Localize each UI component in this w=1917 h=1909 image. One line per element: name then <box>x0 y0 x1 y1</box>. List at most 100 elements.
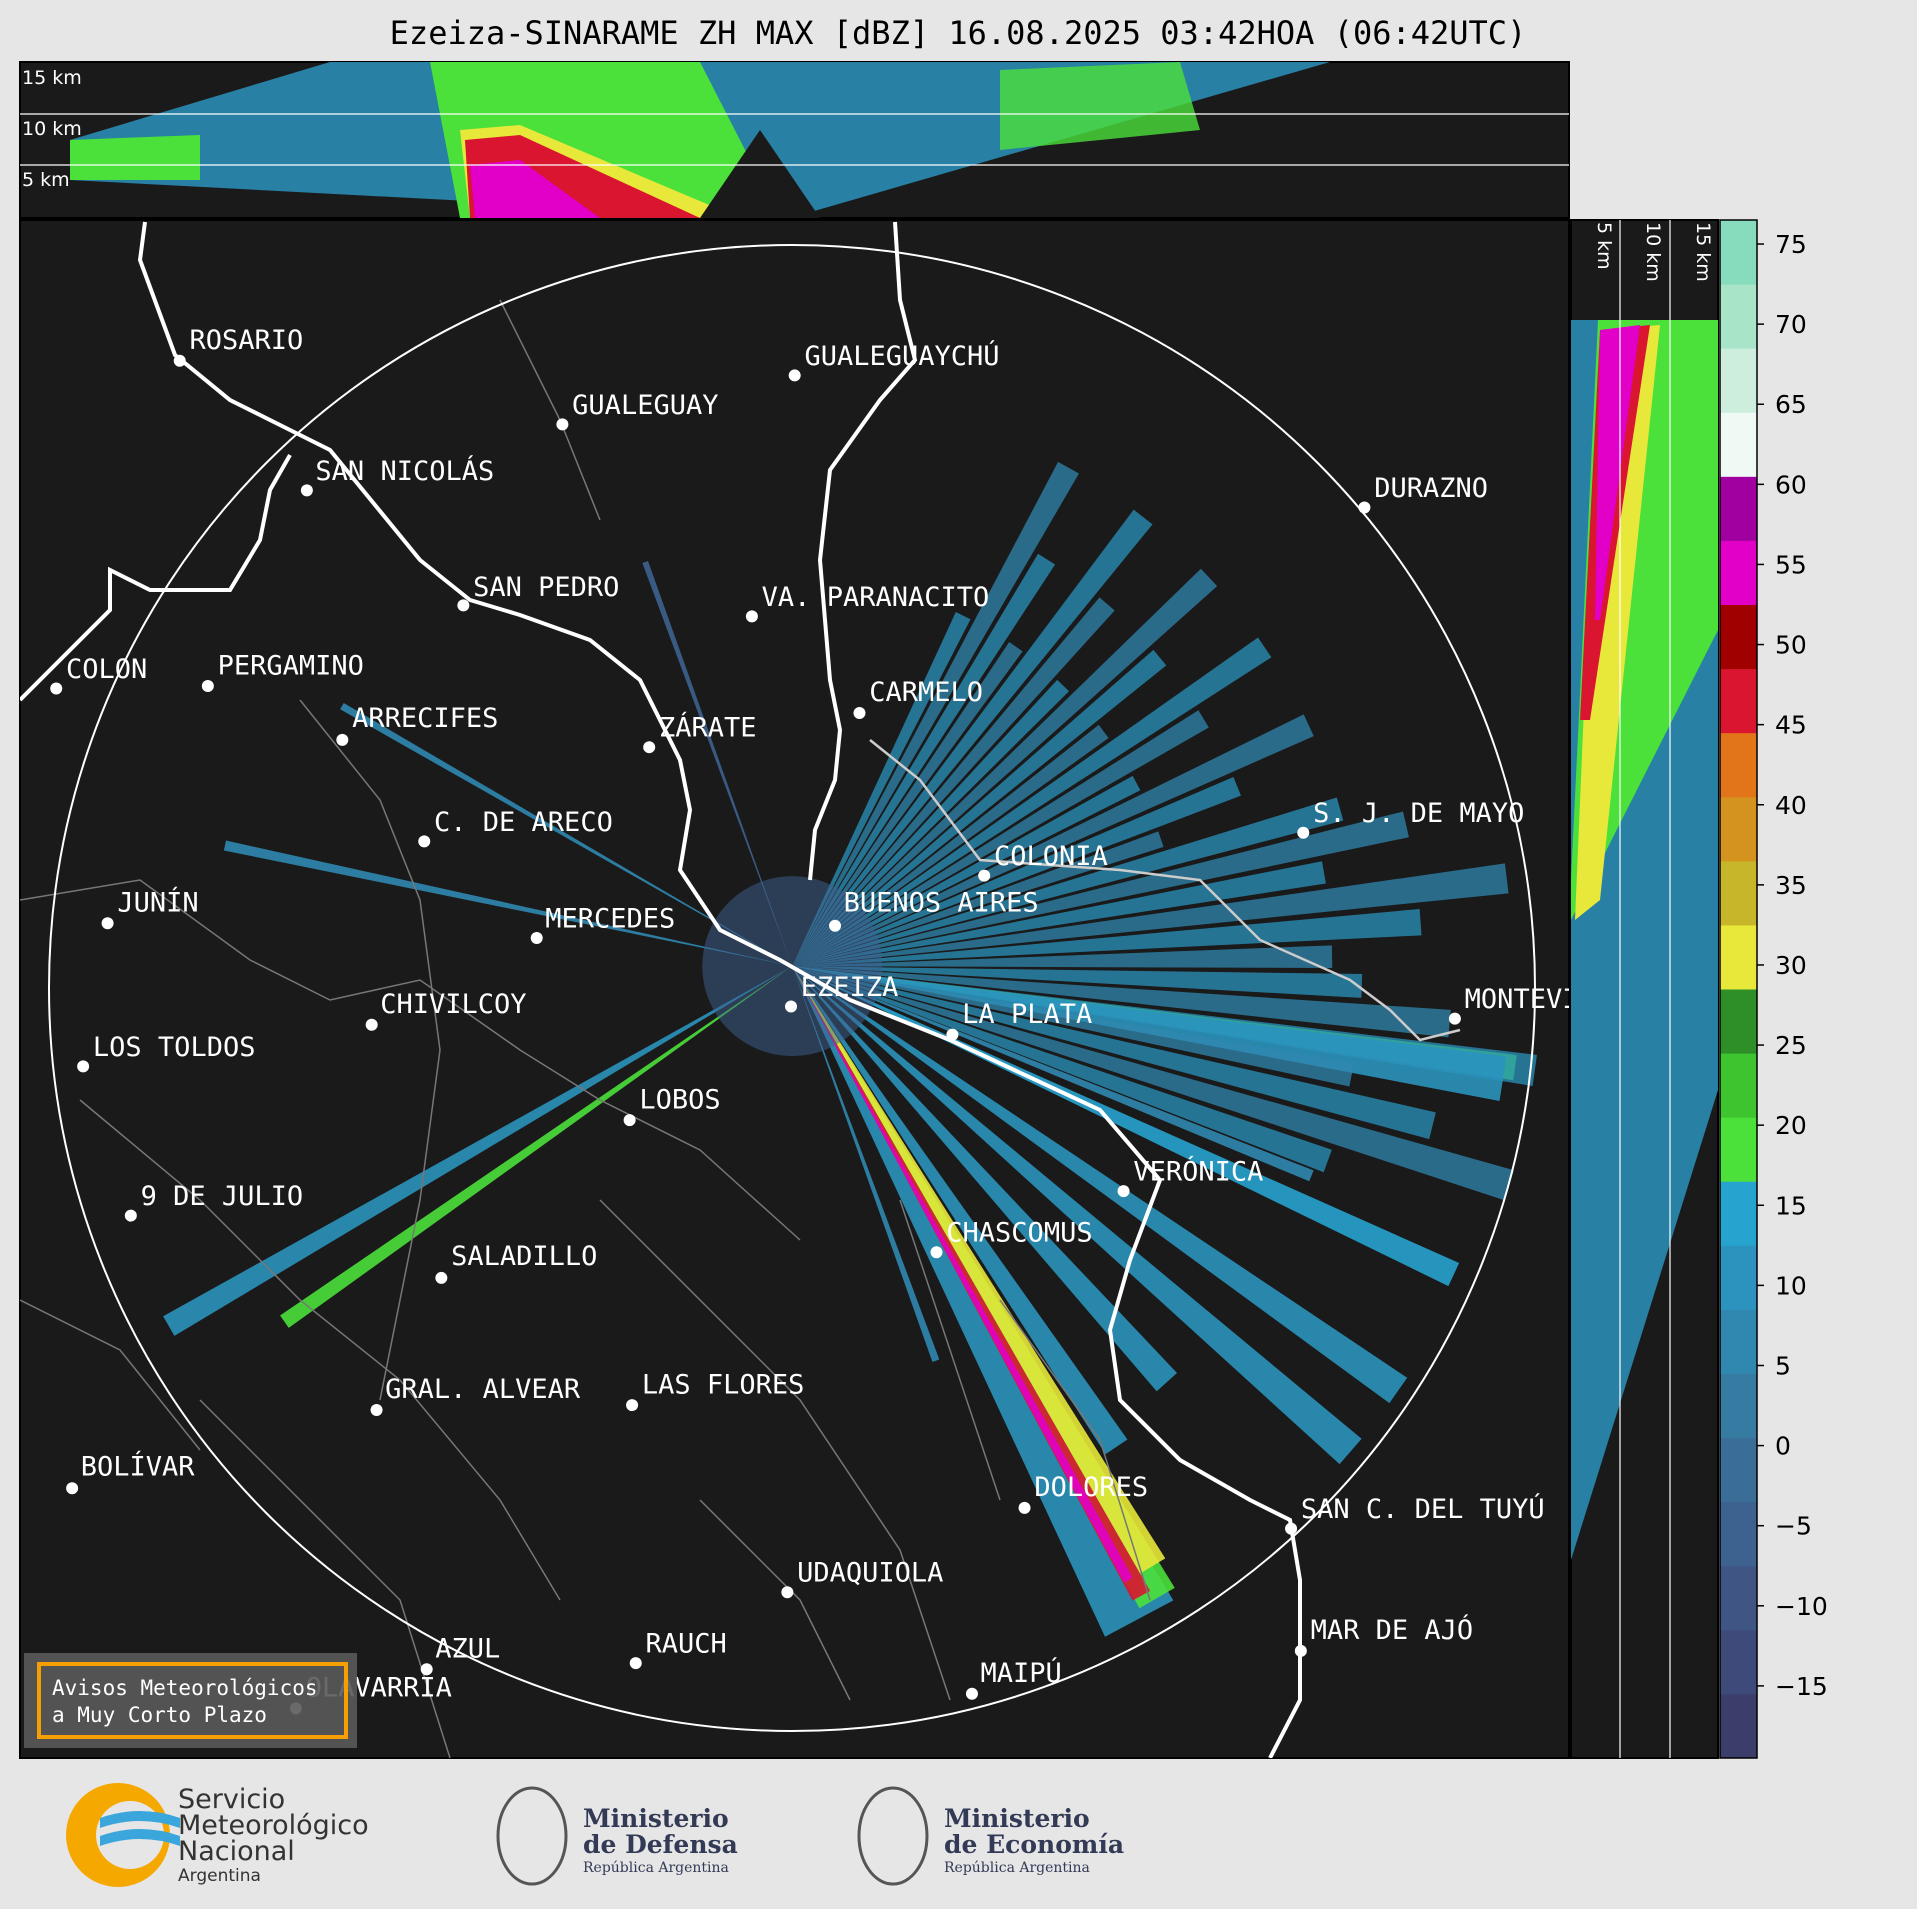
city-dot <box>629 1657 642 1670</box>
map-lines <box>20 221 1461 1758</box>
echo-wedge <box>792 966 1133 1583</box>
logos: Servicio Meteorológico Nacional Argentin… <box>66 1783 1124 1887</box>
city-dot <box>1358 501 1371 514</box>
colorbar-tick-label: 65 <box>1775 390 1807 419</box>
echo-wedge <box>792 966 1354 1087</box>
colorbar-tick-label: 55 <box>1775 550 1807 579</box>
echo-wedge <box>792 966 1151 1601</box>
colorbar-band <box>1720 412 1757 477</box>
echo-wedge <box>792 509 1153 967</box>
logo-text: de Defensa <box>583 1830 738 1859</box>
city-label: GRAL. ALVEAR <box>385 1374 581 1405</box>
city-dot <box>201 680 214 693</box>
echo-wedge <box>792 966 1537 1087</box>
colorbar-band <box>1720 924 1757 990</box>
city-label: GUALEGUAY <box>572 390 718 421</box>
echo-wedge <box>792 776 1241 967</box>
colorbar-band <box>1720 668 1757 734</box>
height-label: 10 km <box>22 118 82 140</box>
city-dot <box>1294 1644 1307 1657</box>
echo-wedge <box>792 945 1333 968</box>
colorbar-tick-label: −15 <box>1775 1672 1828 1701</box>
colorbar-band <box>1720 604 1757 670</box>
echo-wedge <box>792 553 1056 967</box>
city-dot <box>1018 1501 1031 1514</box>
border <box>869 739 1461 1042</box>
echo-wedge <box>163 966 793 1336</box>
city-label: 9 DE JULIO <box>141 1181 304 1212</box>
city-label: VERÓNICA <box>1133 1156 1263 1188</box>
echo-wedge <box>792 724 1109 967</box>
city-dot <box>946 1028 959 1041</box>
city-dot <box>365 1018 378 1031</box>
city-label: GUALEGUAYCHÚ <box>804 340 999 372</box>
echo-wedge <box>792 597 1115 967</box>
smn-logo-waves <box>100 1811 180 1846</box>
echo-wedge <box>792 612 971 967</box>
colorbar-tick-label: 35 <box>1775 871 1807 900</box>
logo-text: Servicio <box>178 1784 285 1815</box>
logo-text: Ministerio <box>944 1804 1090 1833</box>
city-dot <box>829 919 842 932</box>
city-label: MAIPÚ <box>981 1657 1062 1689</box>
city-label: LOBOS <box>639 1084 720 1115</box>
echo-wedge <box>792 966 1314 1182</box>
echo-wedge <box>792 710 1209 967</box>
colorbar-tick-label: 25 <box>1775 1031 1807 1060</box>
echo-wedge <box>792 966 1332 1173</box>
colorbar-band <box>1720 732 1757 798</box>
city-dot <box>781 1586 794 1599</box>
city-label: MAR DE AJÓ <box>1311 1614 1474 1646</box>
colorbar-tick-label: 75 <box>1775 230 1807 259</box>
echo-wedge <box>792 966 1178 1392</box>
badge-text: a Muy Corto Plazo <box>52 1703 267 1727</box>
city-dot <box>336 733 349 746</box>
echo-wedge <box>792 863 1509 967</box>
city-dot <box>435 1271 448 1284</box>
echo-wedge <box>792 966 940 1363</box>
echo-wedge <box>792 797 1344 967</box>
city-label: SAN NICOLÁS <box>315 455 494 487</box>
colorbar-band <box>1720 1693 1757 1759</box>
city-dot <box>785 1000 798 1013</box>
colorbar-tick-label: 20 <box>1775 1111 1807 1140</box>
uruguay-river <box>808 221 918 881</box>
city-label: CHIVILCOY <box>380 989 526 1020</box>
title: Ezeiza-SINARAME ZH MAX [dBZ] 16.08.2025 … <box>390 14 1527 52</box>
city-label: C. DE ARECO <box>434 807 613 838</box>
colorbar-frame <box>1719 219 1758 1759</box>
city-dot <box>626 1399 639 1412</box>
city-label: ROSARIO <box>190 325 304 356</box>
city-label: BUENOS AIRES <box>844 888 1039 919</box>
city-dot <box>788 369 801 382</box>
city-label: UDAQUIOLA <box>797 1558 943 1589</box>
city-label: COLONIA <box>994 841 1108 872</box>
colorbar-band <box>1720 476 1757 541</box>
city-label: VA. PARANACITO <box>762 582 990 613</box>
colorbar-tick-label: 0 <box>1775 1432 1791 1461</box>
profile-echo <box>1595 325 1640 620</box>
city-label: DURAZNO <box>1374 473 1488 504</box>
echo-wedge <box>792 861 1326 967</box>
badge: Avisos Meteorológicos a Muy Corto Plazo <box>24 1653 357 1748</box>
colorbar-tick-label: 5 <box>1775 1351 1791 1380</box>
city-dot <box>965 1687 978 1700</box>
height-label: 15 km <box>22 67 82 89</box>
echo-wedge <box>642 561 793 967</box>
colorbar-tick-label: −5 <box>1775 1512 1812 1541</box>
city-dot <box>556 418 569 431</box>
city-label: AZUL <box>435 1633 500 1664</box>
city-label: MERCEDES <box>545 903 675 934</box>
echo-wedge <box>280 966 793 1328</box>
city-label: ARRECIFES <box>352 703 498 734</box>
coat-of-arms <box>496 1786 568 1886</box>
colorbar-band <box>1720 1437 1757 1503</box>
echo-wedge <box>792 637 1272 967</box>
echo-wedge <box>792 908 1422 967</box>
city-dot <box>77 1060 90 1073</box>
city-dot <box>50 682 63 695</box>
side-profile-echoes <box>1571 320 1718 1560</box>
city-label: LAS FLORES <box>642 1369 805 1400</box>
